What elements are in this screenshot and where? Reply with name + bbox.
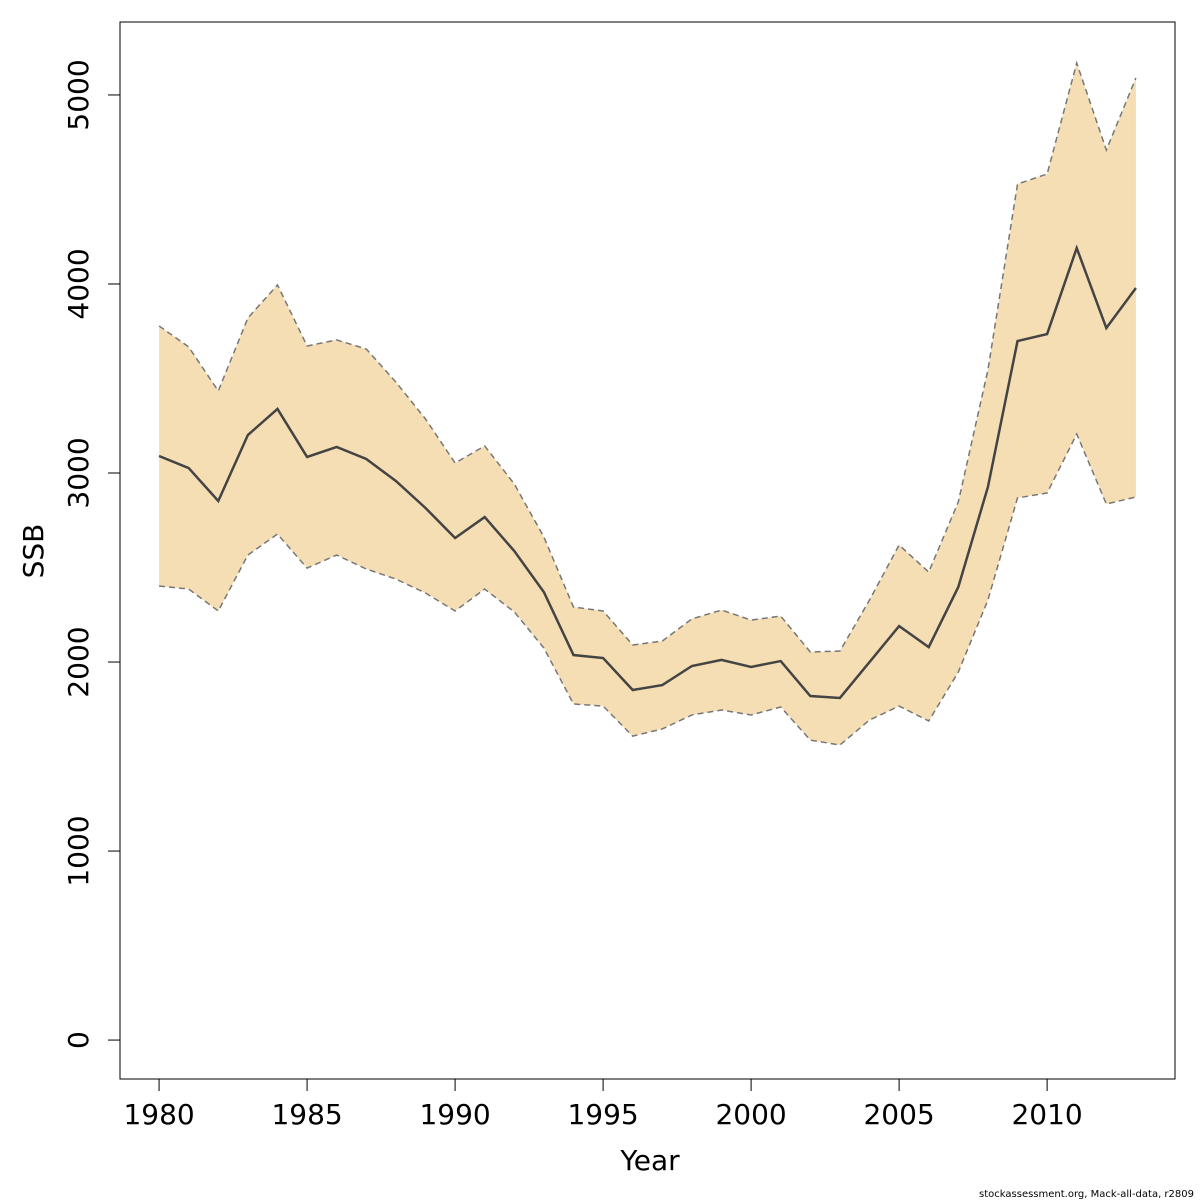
x-tick-label: 2000 (715, 1098, 786, 1131)
x-axis-label: Year (619, 1144, 680, 1177)
y-tick-label: 3000 (62, 437, 95, 508)
y-tick-label: 5000 (62, 59, 95, 130)
x-tick-label: 1980 (123, 1098, 194, 1131)
band (159, 63, 1136, 746)
y-tick-label: 0 (62, 1031, 95, 1049)
annotation: stockassessment.org, Mack-all-data, r280… (979, 1189, 1194, 1200)
x-tick-label: 1990 (419, 1098, 490, 1131)
y-tick-label: 4000 (62, 248, 95, 319)
y-tick-label: 1000 (62, 815, 95, 886)
x-tick-label: 2005 (863, 1098, 934, 1131)
band-edge (158, 432, 1137, 746)
x-tick-label: 1985 (271, 1098, 342, 1131)
band-edge (158, 60, 1137, 653)
y-axis-label: SSB (17, 524, 50, 579)
line (158, 244, 1137, 700)
x-tick-label: 1995 (567, 1098, 638, 1131)
y-tick-label: 2000 (62, 626, 95, 697)
plot-frame (119, 21, 1176, 1080)
x-tick-label: 2010 (1011, 1098, 1082, 1131)
